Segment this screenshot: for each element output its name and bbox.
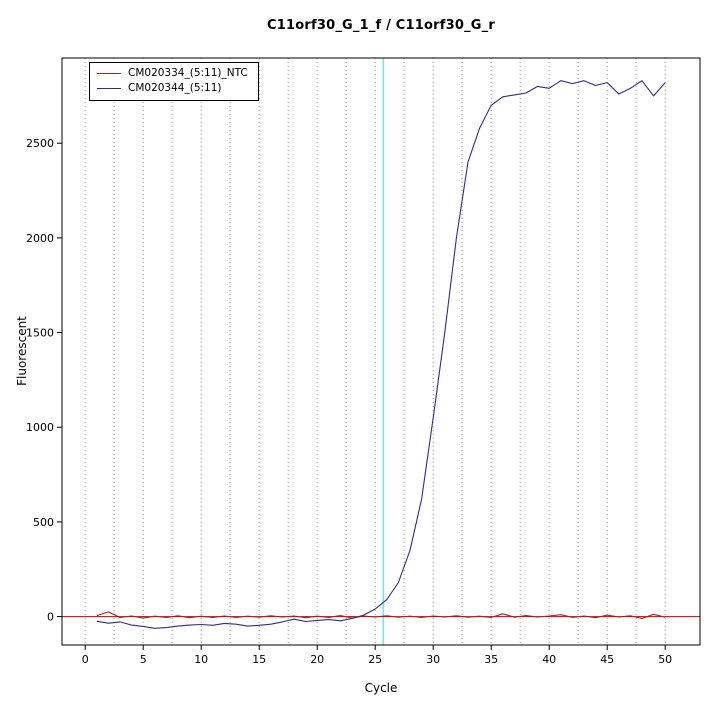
y-tick-label: 500	[33, 516, 54, 529]
y-tick-label: 1500	[26, 327, 54, 340]
series-line-1	[96, 80, 666, 629]
x-tick-label: 0	[82, 653, 89, 666]
legend-line-swatch-sample	[97, 88, 121, 89]
x-tick-label: 5	[140, 653, 147, 666]
y-tick-label: 2500	[26, 137, 54, 150]
x-axis-label: Cycle	[364, 681, 398, 695]
legend-item-sample: CM020344_(5:11)	[97, 81, 248, 96]
x-tick-label: 15	[252, 653, 266, 666]
y-tick-label: 1000	[26, 421, 54, 434]
x-tick-label: 35	[484, 653, 498, 666]
y-tick-label: 2000	[26, 232, 54, 245]
legend: CM020334_(5:11)_NTC CM020344_(5:11)	[89, 62, 259, 101]
x-tick-label: 25	[368, 653, 382, 666]
series-line-0	[96, 611, 666, 620]
x-tick-label: 20	[310, 653, 324, 666]
legend-line-swatch-ntc	[97, 73, 121, 74]
y-tick-label: 0	[47, 611, 54, 624]
x-tick-label: 40	[542, 653, 556, 666]
x-tick-label: 10	[194, 653, 208, 666]
legend-label-sample: CM020344_(5:11)	[128, 82, 222, 94]
chart-title: C11orf30_G_1_f / C11orf30_G_r	[267, 18, 495, 33]
x-tick-label: 30	[426, 653, 440, 666]
legend-item-ntc: CM020334_(5:11)_NTC	[97, 66, 248, 81]
plot-frame	[61, 57, 701, 646]
x-tick-label: 45	[600, 653, 614, 666]
legend-label-ntc: CM020334_(5:11)_NTC	[128, 67, 248, 79]
x-tick-label: 50	[658, 653, 672, 666]
